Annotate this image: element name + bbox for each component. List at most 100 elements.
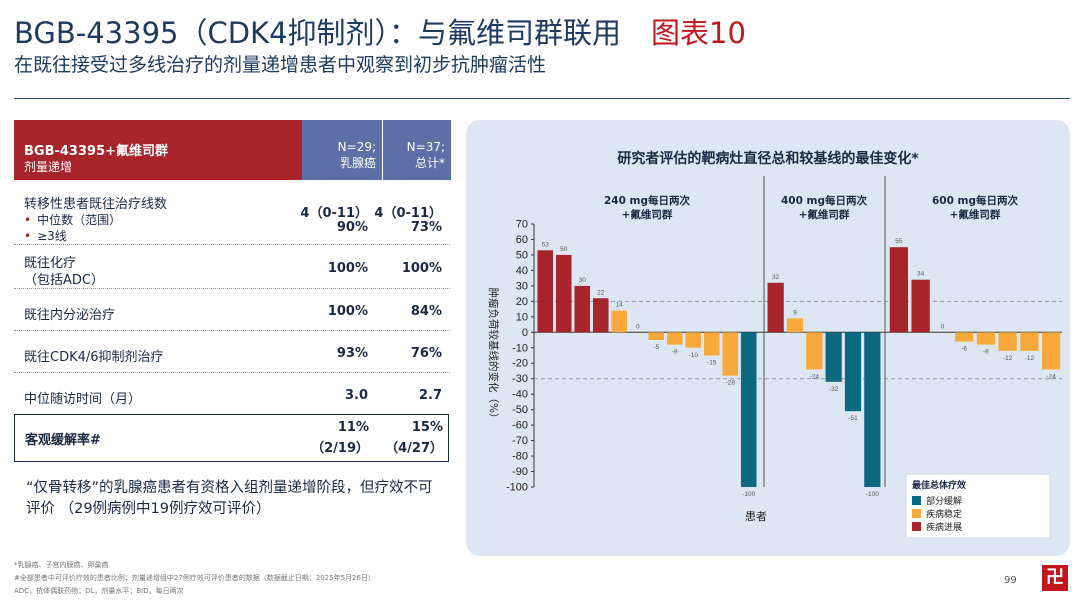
data-label: 32 [772, 274, 780, 281]
col-breast-cancer: N=29; 乳腺癌 [302, 120, 382, 180]
bar [555, 254, 572, 333]
bar [844, 332, 862, 412]
legend-title: 最佳总体疗效 [912, 479, 967, 491]
y-tick-label: -10 [512, 342, 528, 354]
bar [574, 285, 591, 333]
bar [537, 250, 554, 333]
data-label: 0 [941, 323, 945, 330]
bar [740, 332, 757, 487]
data-label: -32 [829, 386, 839, 393]
bar [786, 318, 804, 333]
bar [722, 332, 739, 376]
data-label: 22 [597, 289, 605, 296]
data-label: -10 [689, 352, 699, 359]
bar [954, 332, 974, 342]
data-label: 0 [636, 323, 640, 330]
bar [864, 332, 881, 487]
data-label: -6 [961, 346, 967, 353]
data-label: -24 [810, 373, 820, 380]
group-label: +氟维司群 [799, 208, 850, 221]
group-label: 600 mg每日两次 [932, 194, 1019, 207]
legend-label: 疾病进展 [926, 521, 962, 533]
table-header: BGB-43395+氟维司群 剂量递增 N=29; 乳腺癌 N=37; 总计* [14, 120, 451, 180]
data-label: 50 [560, 246, 568, 253]
data-label: -100 [742, 491, 755, 498]
y-tick-label: 70 [516, 219, 528, 231]
bar [1041, 332, 1061, 370]
bar [648, 332, 665, 341]
legend-swatch [912, 496, 921, 505]
y-tick-label: 40 [516, 265, 528, 277]
data-label: -8 [672, 349, 678, 356]
table-row: 既往内分泌治疗 100% 84% [14, 288, 450, 331]
data-label: 14 [616, 302, 624, 309]
y-tick-label: -100 [506, 482, 528, 494]
table-row: 既往化疗 （包括ADC） 100% 100% [14, 244, 450, 289]
data-label: -8 [983, 349, 989, 356]
group-label: 240 mg每日两次 [604, 194, 691, 207]
page-title: BGB-43395（CDK4抑制剂）：与氟维司群联用 图表10 [14, 16, 746, 50]
bar [703, 332, 720, 356]
chart-title: 研究者评估的靶病灶直径总和较基线的最佳变化* [617, 151, 919, 167]
y-tick-label: 60 [516, 234, 528, 246]
legend-label: 部分缓解 [926, 495, 962, 507]
y-tick-label: -80 [512, 451, 528, 463]
group-label: 400 mg每日两次 [781, 194, 868, 207]
table-row: 中位随访时间（月） 3.0 2.7 [24, 388, 442, 407]
data-label: -15 [707, 360, 717, 367]
bar [806, 332, 823, 370]
table-row: 转移性患者既往治疗线数 • 中位数（范围） • ≥3线 4（0-11） 90% 4（… [14, 180, 450, 245]
col-total: N=37; 总计* [382, 120, 451, 180]
figure-tag: 图表10 [651, 16, 746, 50]
y-tick-label: 50 [516, 249, 528, 261]
y-tick-label: 30 [516, 280, 528, 292]
bar [767, 282, 784, 333]
y-tick-label: -90 [512, 466, 528, 478]
y-axis-label: 肿瘤负荷较基线的变化（%） [487, 288, 500, 424]
data-label: -12 [1025, 355, 1035, 362]
footer-note-3: ADC，抗体偶联药物；DL，剂量水平；BID，每日两次 [14, 587, 184, 595]
bar [666, 332, 683, 345]
chart-panel: 研究者评估的靶病灶直径总和较基线的最佳变化* 70 60 50 40 30 20 10 0 -1… [466, 120, 1070, 556]
bar [976, 332, 996, 345]
data-label: -12 [1003, 355, 1013, 362]
data-label: -5 [653, 344, 659, 351]
group-label: +氟维司群 [950, 208, 1001, 221]
divider [14, 98, 1070, 99]
y-tick-label: -40 [512, 389, 528, 401]
footer-note-2: #全部患者中可评价疗效的患者比例；剂量递增组中27例疗效可评价患者的数据（数据截… [14, 574, 375, 582]
legend-box [905, 473, 1051, 539]
y-tick-label: 0 [522, 327, 528, 339]
y-tick-label: -50 [512, 404, 528, 416]
bar [998, 332, 1017, 351]
y-tick-label: -20 [512, 358, 528, 370]
data-label: -24 [1046, 373, 1056, 380]
group-label: +氟维司群 [622, 208, 673, 221]
y-tick-label: 20 [516, 296, 528, 308]
legend-label: 疾病稳定 [926, 508, 962, 520]
table-header-title: BGB-43395+氟维司群 剂量递增 [14, 120, 302, 180]
table-row: 既往CDK4/6抑制剂治疗 93% 76% [14, 330, 450, 373]
y-tick-label: 10 [516, 311, 528, 323]
company-logo: 卍 [1042, 565, 1068, 591]
bar [611, 310, 628, 333]
bar [592, 298, 609, 333]
bar [1020, 332, 1039, 351]
x-axis-label: 患者 [745, 510, 767, 523]
footer-note-1: *乳腺癌、子宫内膜癌、卵巢癌 [14, 561, 109, 569]
waterfall-chart: 706050403020100-10-20-30-40-50-60-70-80-… [487, 176, 1062, 539]
data-label: 34 [917, 271, 925, 278]
bar [685, 332, 702, 348]
data-label: 30 [579, 277, 587, 284]
legend-swatch [912, 522, 921, 531]
bar [825, 332, 842, 382]
y-tick-label: -70 [512, 435, 528, 447]
data-label: -51 [848, 415, 858, 422]
page-subtitle: 在既往接受过多线治疗的剂量递增患者中观察到初步抗肿瘤活性 [14, 54, 547, 76]
legend-swatch [912, 509, 921, 518]
data-label: -28 [726, 380, 736, 387]
data-label: -100 [866, 491, 879, 498]
bar [889, 247, 909, 333]
y-tick-label: -30 [512, 373, 528, 385]
data-label: 9 [793, 309, 797, 316]
